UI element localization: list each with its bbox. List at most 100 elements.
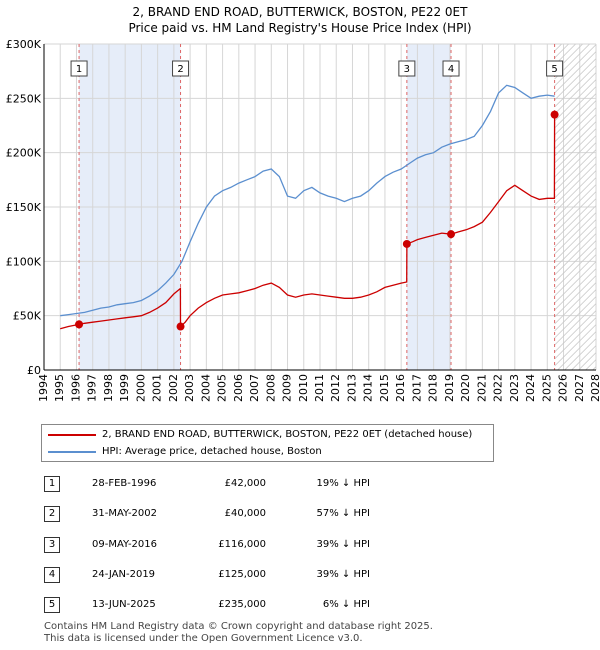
transaction-hpi-diff: 19% ↓ HPI	[316, 478, 370, 489]
y-tick-label: £250K	[6, 92, 42, 105]
x-tick-label: 1999	[118, 374, 131, 402]
x-tick-label: 2023	[508, 374, 521, 402]
transaction-hpi-diff: 6% ↓ HPI	[322, 599, 370, 610]
future-hatch-line	[554, 135, 597, 178]
transaction-price: £116,000	[218, 539, 266, 550]
future-hatch-line	[554, 149, 597, 192]
y-tick-label: £300K	[6, 38, 42, 51]
y-tick-label: £50K	[13, 310, 42, 323]
x-tick-label: 2013	[345, 374, 358, 402]
future-hatch-line	[554, 240, 597, 283]
sale-label-box	[398, 60, 416, 77]
transaction-hpi-diff: 57% ↓ HPI	[316, 508, 370, 519]
future-hatch-line	[571, 345, 597, 371]
x-tick-label: 2025	[540, 374, 553, 402]
future-hatch-line	[554, 191, 597, 234]
future-hatch-line	[554, 65, 597, 108]
legend-swatch-price	[48, 434, 96, 436]
transaction-date: 31-MAY-2002	[92, 508, 158, 519]
future-hatch-line	[554, 93, 597, 136]
sale-label-box	[546, 60, 564, 77]
x-tick-label: 1994	[37, 374, 50, 402]
chart-title-line2: Price paid vs. HM Land Registry's House …	[128, 21, 472, 35]
future-hatch-line	[554, 128, 597, 171]
future-hatch-line	[554, 275, 597, 318]
future-hatch-line	[578, 352, 597, 371]
future-hatch-line	[554, 247, 597, 290]
x-tick-label: 2011	[313, 374, 326, 402]
legend-label-price: 2, BRAND END ROAD, BUTTERWICK, BOSTON, P…	[102, 429, 473, 440]
transaction-price: £42,000	[224, 478, 266, 489]
x-tick-label: 2020	[459, 374, 472, 402]
transaction-price: £40,000	[224, 508, 266, 519]
footer-copyright: Contains HM Land Registry data © Crown c…	[44, 621, 433, 632]
future-hatch-line	[554, 324, 597, 367]
x-tick-label: 2019	[443, 374, 456, 402]
future-hatch-line	[554, 219, 597, 262]
x-tick-label: 2009	[281, 374, 294, 402]
future-hatch-line	[554, 212, 597, 255]
future-hatch-line	[554, 205, 597, 248]
future-hatch-line	[564, 338, 597, 371]
future-hatch-line	[554, 268, 597, 311]
future-hatch-line	[554, 79, 597, 122]
sale-label-box	[442, 60, 460, 77]
x-tick-label: 2018	[427, 374, 440, 402]
future-hatch-line	[554, 156, 597, 199]
future-hatch-line	[554, 170, 597, 213]
x-tick-label: 2004	[199, 374, 212, 402]
y-tick-label: £200K	[6, 147, 42, 160]
x-tick-label: 2022	[492, 374, 505, 402]
future-hatch-line	[554, 107, 597, 150]
future-hatch-line	[554, 310, 597, 353]
x-tick-label: 2028	[589, 374, 600, 402]
x-tick-label: 1995	[53, 374, 66, 402]
future-hatch-line	[554, 233, 597, 276]
y-tick-label: £100K	[6, 255, 42, 268]
transaction-number: 4	[44, 567, 60, 583]
future-hatch-line	[554, 72, 597, 115]
future-hatch-line	[554, 261, 597, 304]
transaction-number: 1	[44, 476, 60, 492]
future-hatch-line	[585, 359, 597, 371]
x-tick-label: 2007	[248, 374, 261, 402]
transaction-date: 09-MAY-2016	[92, 539, 158, 550]
future-hatch-line	[554, 184, 597, 227]
future-hatch-line	[554, 86, 597, 129]
x-tick-label: 2015	[378, 374, 391, 402]
x-tick-label: 2014	[362, 374, 375, 402]
transaction-date: 28-FEB-1996	[92, 478, 157, 489]
x-tick-label: 2016	[394, 374, 407, 402]
sale-label-number: 3	[404, 64, 410, 75]
future-hatch-line	[554, 100, 597, 143]
sale-label-number: 1	[76, 64, 82, 75]
x-tick-label: 2010	[297, 374, 310, 402]
x-tick-label: 2027	[573, 374, 586, 402]
x-tick-label: 1996	[69, 374, 82, 402]
legend: 2, BRAND END ROAD, BUTTERWICK, BOSTON, P…	[41, 424, 494, 462]
price-paid-series-line	[60, 114, 556, 330]
transaction-date: 13-JUN-2025	[92, 599, 156, 610]
future-hatch-line	[554, 254, 597, 297]
y-tick-label: £150K	[6, 201, 42, 214]
future-hatch-line	[554, 289, 597, 332]
x-tick-label: 2021	[475, 374, 488, 402]
future-hatch-line	[554, 121, 597, 164]
future-hatch-line	[557, 331, 597, 371]
x-tick-label: 2003	[183, 374, 196, 402]
x-tick-label: 1998	[102, 374, 115, 402]
sale-point	[402, 239, 411, 248]
sale-label-box	[70, 60, 88, 77]
future-hatch-line	[554, 282, 597, 325]
future-hatch-line	[554, 58, 597, 101]
legend-label-hpi: HPI: Average price, detached house, Bost…	[102, 446, 322, 457]
sale-point	[447, 230, 456, 239]
future-hatch-line	[554, 226, 597, 269]
future-hatch-line	[554, 163, 597, 206]
chart-title-line1: 2, BRAND END ROAD, BUTTERWICK, BOSTON, P…	[132, 5, 468, 19]
transaction-number: 3	[44, 537, 60, 553]
x-tick-label: 2024	[524, 374, 537, 402]
footer-license: This data is licensed under the Open Gov…	[44, 633, 363, 644]
sale-point	[75, 320, 84, 329]
